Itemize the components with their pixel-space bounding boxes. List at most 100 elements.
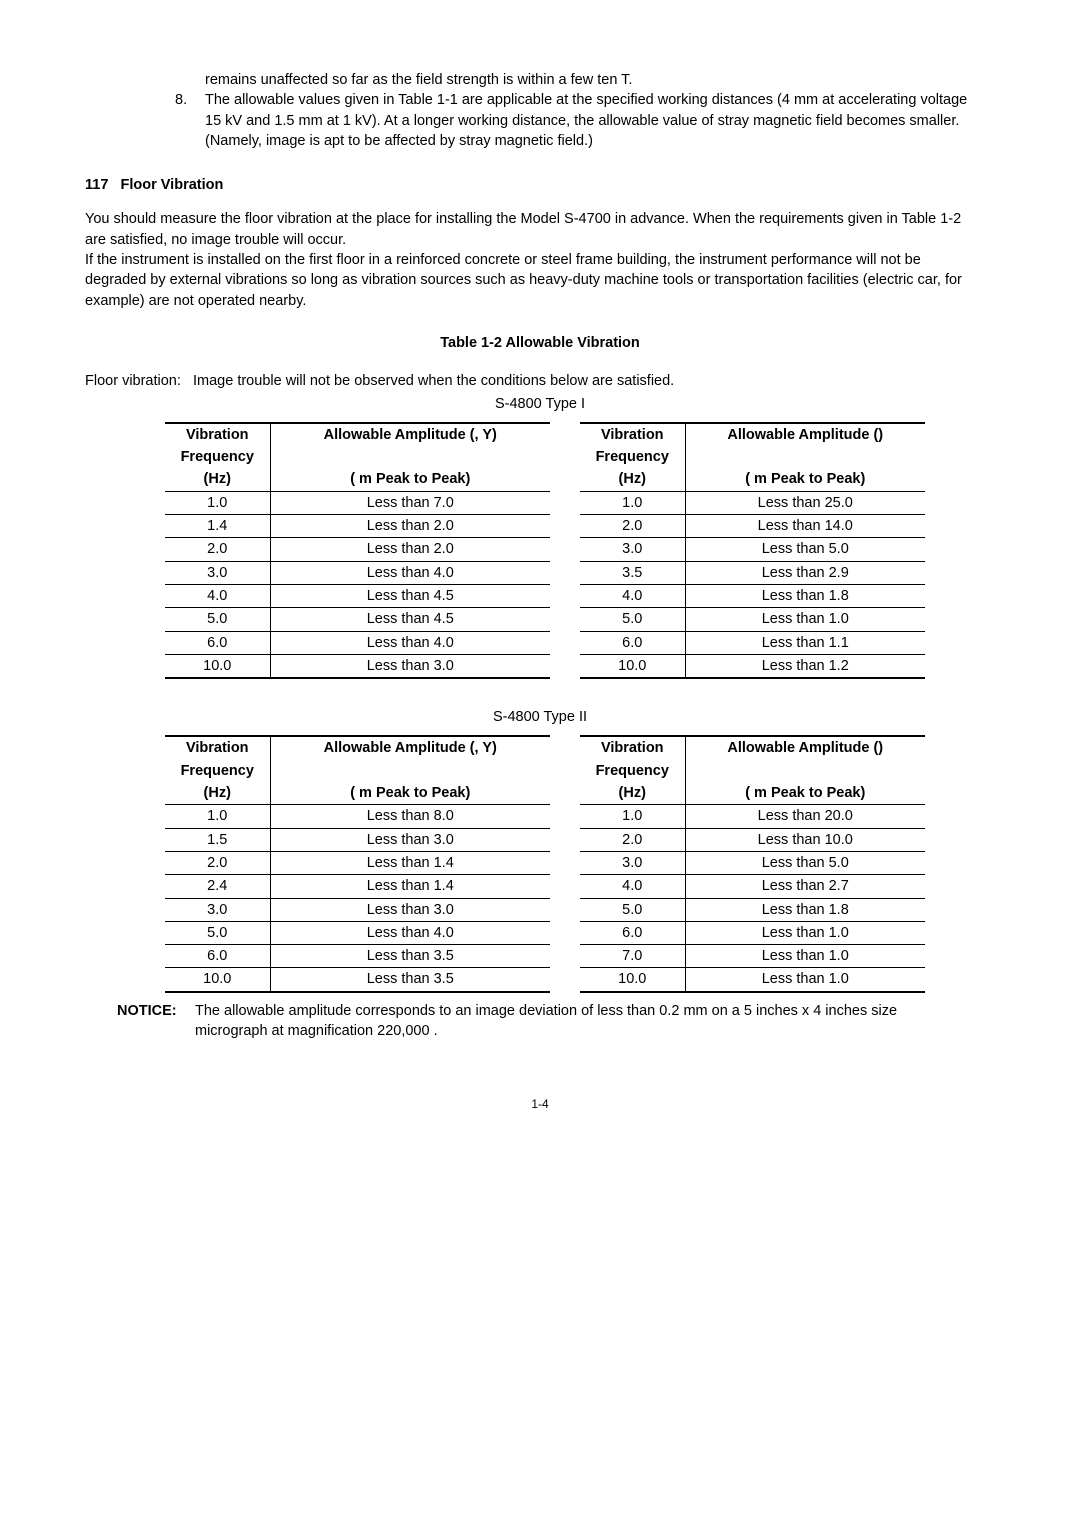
table-row: 4.0Less than 2.7	[580, 875, 925, 898]
cell-frequency: 1.5	[165, 828, 270, 851]
table-row: 1.0Less than 8.0	[165, 805, 550, 828]
notice: NOTICE: The allowable amplitude correspo…	[117, 1001, 965, 1042]
table-row: 2.0Less than 1.4	[165, 851, 550, 874]
cell-amplitude: Less than 25.0	[685, 491, 925, 514]
cell-frequency: 4.0	[580, 584, 685, 607]
type2-table-left: VibrationAllowable Amplitude (, Y)Freque…	[165, 735, 550, 992]
cell-amplitude: Less than 1.2	[685, 654, 925, 678]
cell-frequency: 3.0	[580, 538, 685, 561]
cell-frequency: 3.5	[580, 561, 685, 584]
cell-frequency: 2.0	[165, 538, 270, 561]
table-row: 6.0Less than 1.1	[580, 631, 925, 654]
cell-amplitude: Less than 10.0	[685, 828, 925, 851]
table-row: 1.0Less than 25.0	[580, 491, 925, 514]
col-head-freq: Vibration	[165, 423, 270, 446]
col-head-freq-l2: Frequency	[165, 446, 270, 468]
list-item-carryover: remains unaffected so far as the field s…	[175, 70, 975, 90]
cell-frequency: 4.0	[580, 875, 685, 898]
cell-frequency: 6.0	[165, 631, 270, 654]
col-head-freq-l2: Frequency	[165, 760, 270, 782]
table-row: 1.5Less than 3.0	[165, 828, 550, 851]
cell-amplitude: Less than 1.4	[270, 851, 550, 874]
cell-amplitude: Less than 2.0	[270, 515, 550, 538]
col-head-freq: Vibration	[165, 736, 270, 759]
col-head-amp-l2: ( m Peak to Peak)	[685, 468, 925, 491]
cell-frequency: 5.0	[165, 608, 270, 631]
col-head-freq-l2: Frequency	[580, 446, 685, 468]
table-row: 1.0Less than 20.0	[580, 805, 925, 828]
cell-amplitude: Less than 3.5	[270, 945, 550, 968]
cell-frequency: 10.0	[580, 968, 685, 992]
table-row: 6.0Less than 3.5	[165, 945, 550, 968]
type1-label: S-4800 Type I	[85, 394, 995, 414]
col-head-freq-l3: (Hz)	[165, 468, 270, 491]
table-row: 2.4Less than 1.4	[165, 875, 550, 898]
cell-amplitude: Less than 1.8	[685, 898, 925, 921]
cell-frequency: 2.0	[580, 515, 685, 538]
table-row: 2.0Less than 10.0	[580, 828, 925, 851]
cell-frequency: 10.0	[165, 968, 270, 992]
type2-table-right: VibrationAllowable Amplitude ()Frequency…	[580, 735, 925, 992]
cell-amplitude: Less than 1.0	[685, 921, 925, 944]
notice-text: The allowable amplitude corresponds to a…	[195, 1001, 965, 1042]
cell-frequency: 2.0	[165, 851, 270, 874]
cell-amplitude: Less than 4.0	[270, 631, 550, 654]
cell-amplitude: Less than 1.0	[685, 968, 925, 992]
col-head-amp: Allowable Amplitude (, Y)	[270, 736, 550, 759]
cell-amplitude: Less than 3.0	[270, 654, 550, 678]
col-head-freq-l3: (Hz)	[165, 782, 270, 805]
cell-frequency: 2.4	[165, 875, 270, 898]
col-head-amp-blank	[685, 446, 925, 468]
type1-tables: VibrationAllowable Amplitude (, Y)Freque…	[115, 422, 975, 679]
cell-amplitude: Less than 4.0	[270, 921, 550, 944]
list-text-carryover: remains unaffected so far as the field s…	[205, 70, 975, 90]
col-head-amp: Allowable Amplitude ()	[685, 423, 925, 446]
cell-frequency: 7.0	[580, 945, 685, 968]
table-row: 6.0Less than 4.0	[165, 631, 550, 654]
cell-amplitude: Less than 1.1	[685, 631, 925, 654]
col-head-freq: Vibration	[580, 423, 685, 446]
cell-amplitude: Less than 4.5	[270, 584, 550, 607]
type1-table-left: VibrationAllowable Amplitude (, Y)Freque…	[165, 422, 550, 679]
section-heading: 117 Floor Vibration	[85, 175, 995, 195]
col-head-amp: Allowable Amplitude (, Y)	[270, 423, 550, 446]
page-number: 1-4	[85, 1096, 995, 1113]
cell-frequency: 3.0	[165, 898, 270, 921]
cell-frequency: 5.0	[580, 898, 685, 921]
table-row: 5.0Less than 4.0	[165, 921, 550, 944]
table-row: 7.0Less than 1.0	[580, 945, 925, 968]
type2-label: S-4800 Type II	[85, 707, 995, 727]
col-head-freq: Vibration	[580, 736, 685, 759]
table-title: Table 1-2 Allowable Vibration	[85, 333, 995, 353]
cell-frequency: 10.0	[165, 654, 270, 678]
cell-frequency: 1.0	[165, 805, 270, 828]
list-item-8: 8. The allowable values given in Table 1…	[175, 90, 975, 151]
cell-amplitude: Less than 7.0	[270, 491, 550, 514]
cell-amplitude: Less than 20.0	[685, 805, 925, 828]
table-row: 2.0Less than 2.0	[165, 538, 550, 561]
floor-vibration-label: Floor vibration:	[85, 373, 181, 389]
col-head-amp-blank	[270, 446, 550, 468]
cell-frequency: 6.0	[165, 945, 270, 968]
cell-frequency: 5.0	[165, 921, 270, 944]
table-row: 3.5Less than 2.9	[580, 561, 925, 584]
cell-amplitude: Less than 5.0	[685, 538, 925, 561]
cell-amplitude: Less than 14.0	[685, 515, 925, 538]
cell-frequency: 5.0	[580, 608, 685, 631]
cell-frequency: 1.4	[165, 515, 270, 538]
cell-amplitude: Less than 2.0	[270, 538, 550, 561]
table-row: 4.0Less than 1.8	[580, 584, 925, 607]
col-head-freq-l2: Frequency	[580, 760, 685, 782]
list-number-blank	[175, 70, 205, 90]
cell-frequency: 3.0	[165, 561, 270, 584]
cell-frequency: 1.0	[580, 805, 685, 828]
table-row: 3.0Less than 5.0	[580, 538, 925, 561]
table-row: 10.0Less than 3.0	[165, 654, 550, 678]
table-row: 4.0Less than 4.5	[165, 584, 550, 607]
cell-amplitude: Less than 2.9	[685, 561, 925, 584]
section-title: Floor Vibration	[121, 177, 224, 193]
list-text-8: The allowable values given in Table 1-1 …	[205, 90, 975, 151]
cell-frequency: 10.0	[580, 654, 685, 678]
cell-frequency: 2.0	[580, 828, 685, 851]
cell-amplitude: Less than 3.0	[270, 828, 550, 851]
